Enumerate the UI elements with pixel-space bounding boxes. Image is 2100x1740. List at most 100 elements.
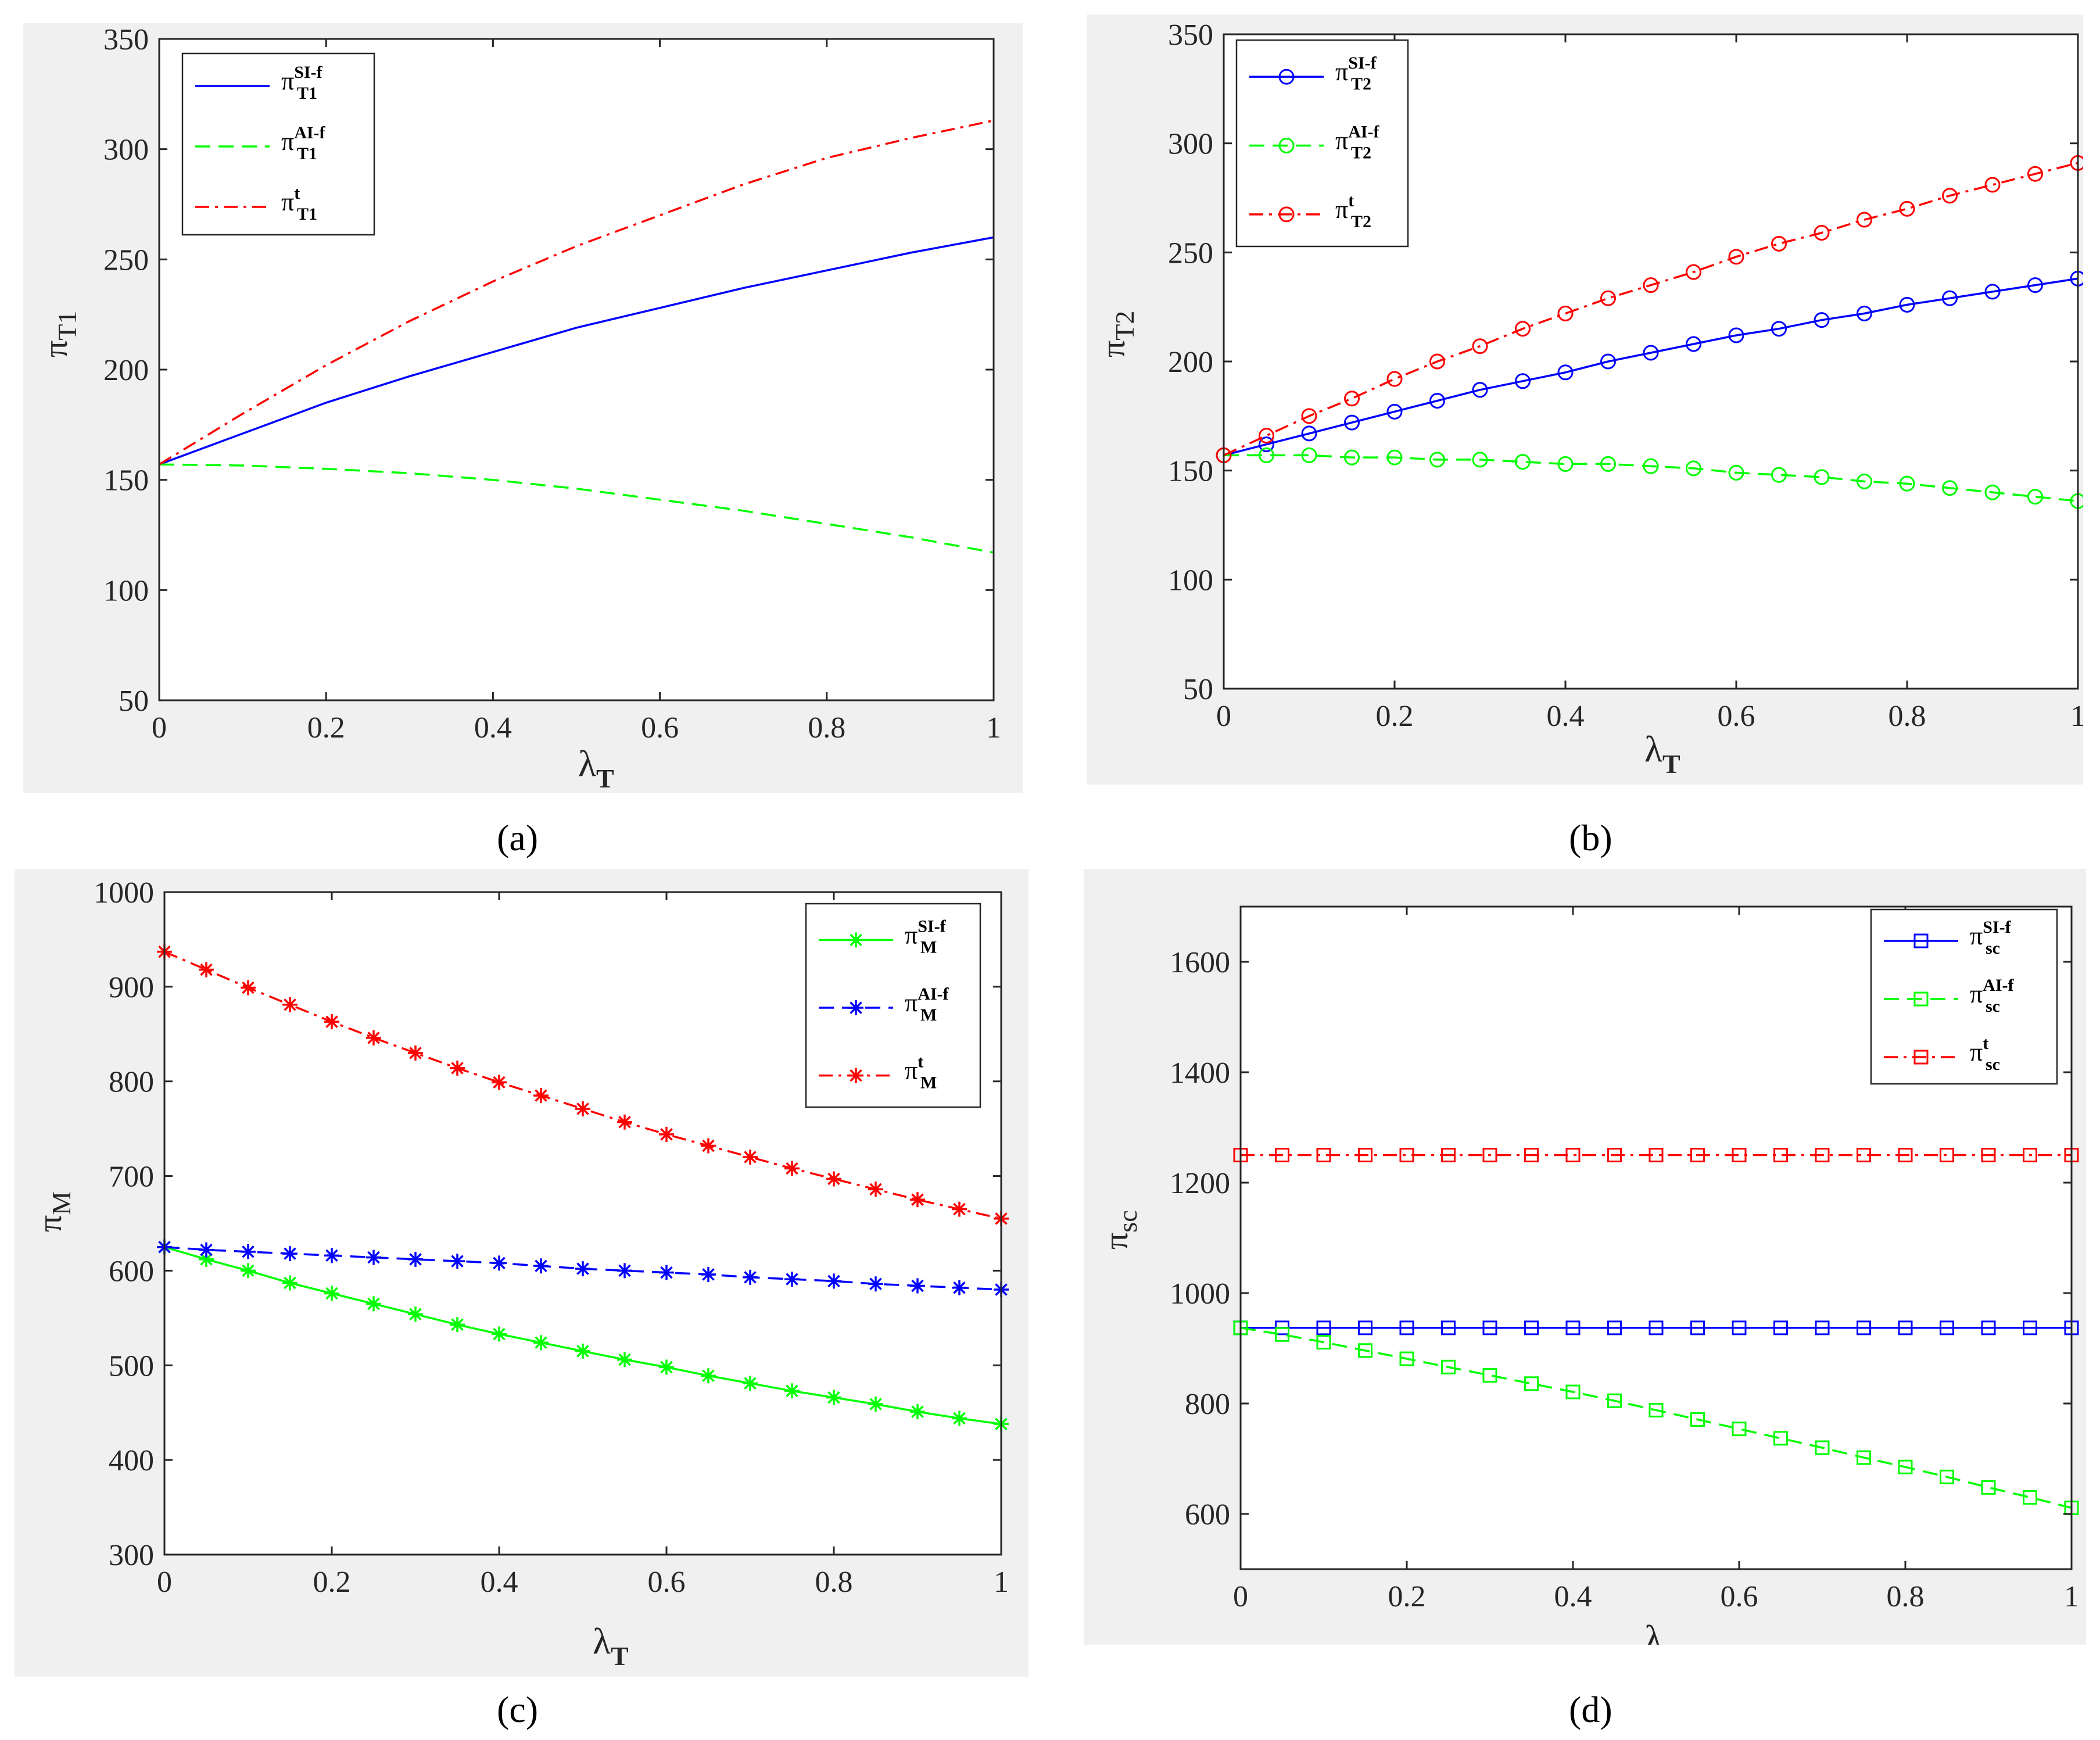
data-point <box>1316 1320 1331 1336</box>
data-point <box>241 1263 256 1279</box>
data-point <box>1732 1320 1747 1336</box>
y-axis-label: πM <box>31 1191 76 1232</box>
y-tick-label: 50 <box>1183 673 1213 706</box>
x-tick-label: 0 <box>1216 700 1231 733</box>
data-point <box>1643 277 1659 293</box>
legend-marker <box>1278 206 1295 223</box>
data-point <box>701 1266 716 1282</box>
data-point <box>1358 1343 1372 1358</box>
data-point <box>617 1263 632 1279</box>
data-point <box>408 1306 423 1322</box>
data-point <box>1940 1148 1954 1162</box>
data-point <box>1814 225 1830 241</box>
data-point <box>1441 1148 1456 1162</box>
data-point <box>1429 353 1445 370</box>
data-point <box>282 997 298 1012</box>
data-point <box>1441 1320 1456 1336</box>
data-point <box>1732 1422 1747 1437</box>
data-point <box>1441 1359 1456 1374</box>
data-point <box>450 1254 465 1269</box>
series-si-f-t1 <box>159 236 994 466</box>
data-point <box>282 1246 298 1262</box>
data-point <box>366 1030 381 1046</box>
data-point <box>1728 464 1744 481</box>
chart-c-svg: 0 0.2 0.4 0.6 0.8 1 300 400 500 600 700 800 900 1000 λ… <box>31 876 1009 1671</box>
y-tick-label: 250 <box>103 244 149 277</box>
y-tick-label: 200 <box>1168 346 1213 379</box>
y-tick-label: 100 <box>1168 564 1213 597</box>
data-point <box>1686 336 1701 352</box>
y-tick-label: 350 <box>1168 19 1213 52</box>
legend-label-ai-f-sub: T2 <box>1351 144 1371 163</box>
y-tick-label: 500 <box>109 1349 154 1383</box>
data-point <box>1690 1148 1705 1162</box>
y-tick-label: 300 <box>1168 128 1213 161</box>
y-tick-label: 900 <box>109 971 154 1004</box>
data-point <box>1773 1320 1788 1336</box>
data-point <box>1515 373 1531 389</box>
data-point <box>1686 460 1701 477</box>
data-point <box>1399 1351 1414 1366</box>
data-point <box>701 1138 716 1154</box>
x-tick-label: 0.4 <box>481 1566 518 1599</box>
data-point <box>1472 338 1488 355</box>
data-point <box>1981 1480 1996 1495</box>
data-point <box>1301 447 1317 463</box>
data-point <box>1649 1320 1664 1336</box>
caption-c: (c) <box>497 1689 539 1730</box>
series-t-sc <box>1233 1148 2079 1162</box>
data-point <box>1940 1469 1954 1484</box>
data-point <box>2023 1490 2037 1505</box>
data-point <box>1942 480 1958 496</box>
data-point <box>1773 1431 1788 1446</box>
x-axis-label: λT <box>1644 1617 1680 1645</box>
x-tick-label: 0.2 <box>1376 700 1414 733</box>
data-point <box>1386 449 1403 466</box>
y-tick-label: 100 <box>103 574 149 607</box>
data-point <box>1898 1148 1913 1162</box>
data-point <box>533 1335 549 1351</box>
data-point <box>1344 414 1360 431</box>
data-point <box>366 1296 381 1312</box>
x-tick-label: 1 <box>2064 1580 2079 1613</box>
data-point <box>1690 1320 1705 1336</box>
data-point <box>1771 467 1787 483</box>
data-point <box>1815 1320 1830 1336</box>
legend-box <box>181 52 375 236</box>
data-point <box>1301 408 1317 424</box>
x-tick-label: 1 <box>2070 700 2083 733</box>
data-point <box>408 1251 423 1267</box>
data-point <box>199 1242 214 1258</box>
legend-label-si-f: πSI-f <box>1970 918 2012 950</box>
data-point <box>1857 1148 1871 1162</box>
legend-label-si-f-sub: sc <box>1986 939 2000 958</box>
y-axis-label: πT1 <box>37 311 82 357</box>
y-axis-label: πsc <box>1097 1210 1142 1249</box>
x-tick-label: 0.4 <box>474 711 512 744</box>
x-tick-label: 0.4 <box>1547 700 1585 733</box>
data-point <box>492 1255 507 1271</box>
data-point <box>659 1126 674 1142</box>
legend-label-si-f: πSI-f <box>281 63 323 95</box>
data-point <box>1814 312 1830 328</box>
y-tick-label: 50 <box>119 685 149 718</box>
data-point <box>1728 327 1744 343</box>
legend-marker <box>1913 933 1929 948</box>
data-point <box>408 1045 423 1061</box>
data-point <box>1358 1148 1372 1162</box>
data-point <box>1899 201 1915 217</box>
data-point <box>1643 458 1659 474</box>
data-point <box>324 1248 339 1263</box>
data-point <box>533 1258 549 1274</box>
legend-label-t-sub: sc <box>1986 1055 2000 1074</box>
data-point <box>1344 449 1360 466</box>
chart-panel-b: 0 0.2 0.4 0.6 0.8 1 50 100 150 200 250 300 350 λT πT2 π… <box>1087 15 2083 785</box>
data-point <box>1857 473 1872 489</box>
data-point <box>952 1280 967 1295</box>
legend-label-si-f: πSI-f <box>1335 53 1377 86</box>
legend-label-t-sub: T2 <box>1351 212 1371 231</box>
data-point <box>701 1368 716 1384</box>
data-point <box>199 962 214 978</box>
legend-box <box>1235 39 1409 248</box>
series-line <box>1223 277 2079 457</box>
